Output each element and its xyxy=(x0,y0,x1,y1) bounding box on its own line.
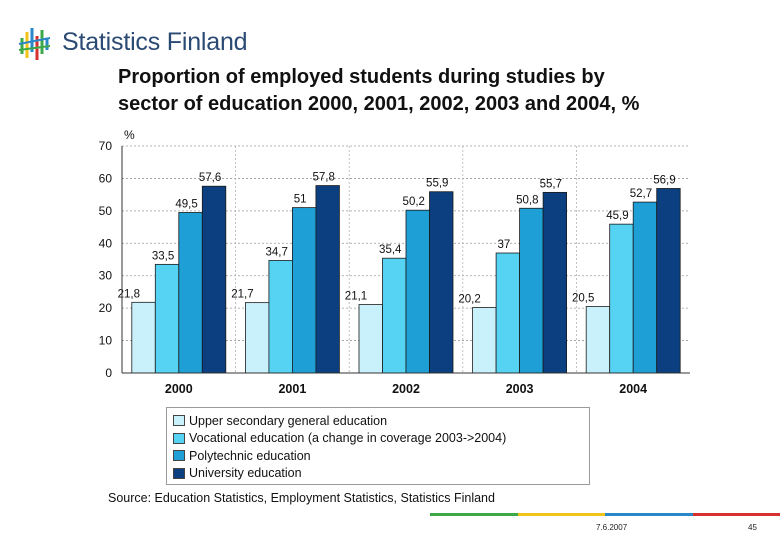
bar-2000-series-1 xyxy=(131,301,156,374)
data-label: 51 xyxy=(294,194,307,206)
legend-label: University education xyxy=(189,466,302,481)
chart-title-line-2: sector of education 2000, 2001, 2002, 20… xyxy=(118,93,640,115)
bar-2001-series-1 xyxy=(244,302,270,374)
chart-title: Proportion of employed students during s… xyxy=(118,64,639,118)
x-axis-ticks: 2000 2001 2002 2003 2004 xyxy=(165,382,647,396)
chart-title-line-1: Proportion of employed students during s… xyxy=(118,66,605,88)
bar-2003-series-2 xyxy=(495,252,521,374)
bar-2001-series-4 xyxy=(315,185,340,374)
data-label: 50,2 xyxy=(403,196,425,208)
legend-swatch xyxy=(173,467,185,479)
bar-2001-series-3 xyxy=(291,207,317,374)
data-label: 52,7 xyxy=(630,188,652,200)
bars xyxy=(131,185,681,374)
y-tick-label: 40 xyxy=(99,236,113,250)
bar-2004-series-1 xyxy=(585,306,611,374)
data-label: 49,5 xyxy=(175,198,197,210)
data-label: 35,4 xyxy=(379,244,402,256)
bar-2000-series-2 xyxy=(154,263,180,374)
bar-2002-series-1 xyxy=(358,304,383,374)
footer-bar-segment xyxy=(430,513,518,516)
footer-color-bar xyxy=(430,513,780,516)
y-tick-label: 60 xyxy=(99,171,113,185)
data-label: 57,6 xyxy=(199,172,221,184)
data-labels: 21,8 33,5 49,5 57,6 21,7 34,7 51 57,8 21,1 35,4 50… xyxy=(118,172,676,306)
bar-2002-series-4 xyxy=(429,191,454,374)
page-number: 45 xyxy=(748,523,757,532)
legend-swatch xyxy=(173,450,185,462)
axes xyxy=(121,146,690,374)
y-tick-label: 50 xyxy=(99,204,113,218)
y-tick-label: 30 xyxy=(99,269,113,283)
legend: Upper secondary general education Vocatio… xyxy=(166,407,590,485)
x-tick-label: 2003 xyxy=(506,382,534,396)
data-label: 45,9 xyxy=(606,210,628,222)
data-label: 21,1 xyxy=(345,291,367,303)
x-tick-label: 2002 xyxy=(392,382,420,396)
y-tick-label: 0 xyxy=(105,366,112,380)
data-label: 34,7 xyxy=(265,246,287,258)
legend-item: Upper secondary general education xyxy=(173,412,583,430)
source-note: Source: Education Statistics, Employment… xyxy=(108,491,495,505)
bar-2003-series-4 xyxy=(542,191,567,374)
x-tick-label: 2004 xyxy=(619,382,647,396)
data-label: 21,8 xyxy=(118,288,140,300)
legend-label: Polytechnic education xyxy=(189,448,311,463)
footer-bar-segment xyxy=(605,513,693,516)
data-label: 55,7 xyxy=(540,178,562,190)
x-tick-label: 2000 xyxy=(165,382,193,396)
data-label: 33,5 xyxy=(152,250,174,262)
legend-item: Vocational education (a change in covera… xyxy=(173,430,583,448)
bar-2002-series-3 xyxy=(405,209,430,374)
bar-2004-series-4 xyxy=(656,188,681,374)
data-label: 50,8 xyxy=(516,194,538,206)
legend-swatch xyxy=(173,432,185,444)
y-tick-label: 70 xyxy=(99,139,113,153)
x-tick-label: 2001 xyxy=(278,382,306,396)
data-label: 56,9 xyxy=(653,174,675,186)
data-label: 55,9 xyxy=(426,178,448,190)
brand-name: Statistics Finland xyxy=(62,28,248,56)
bar-2003-series-1 xyxy=(472,307,497,374)
bar-2001-series-2 xyxy=(268,260,293,374)
bar-2003-series-3 xyxy=(519,207,544,374)
legend-swatch xyxy=(173,415,185,427)
bar-2004-series-2 xyxy=(609,223,634,374)
data-label: 20,5 xyxy=(572,293,594,305)
data-label: 57,8 xyxy=(312,172,334,184)
y-tick-label: 20 xyxy=(99,301,113,315)
legend-label: Upper secondary general education xyxy=(189,413,388,428)
data-label: 37 xyxy=(497,239,510,251)
legend-item: University education xyxy=(173,465,583,483)
footer-bar-segment xyxy=(692,513,780,516)
legend-item: Polytechnic education xyxy=(173,447,583,465)
footer-bar-segment xyxy=(517,513,605,516)
bar-2000-series-4 xyxy=(201,185,227,374)
footer-date: 7.6.2007 xyxy=(596,523,628,532)
y-tick-label: 10 xyxy=(99,334,113,348)
data-label: 20,2 xyxy=(458,293,480,305)
y-axis-ticks: 0 10 20 30 40 50 60 70 xyxy=(99,139,113,380)
bar-2002-series-2 xyxy=(382,257,407,374)
bar-2000-series-3 xyxy=(178,212,203,374)
data-label: 21,7 xyxy=(231,289,253,301)
legend-label: Vocational education (a change in covera… xyxy=(189,431,507,446)
logo-mark-icon xyxy=(18,28,51,60)
statistics-finland-logo xyxy=(18,28,51,60)
y-axis-label: % xyxy=(124,128,135,142)
bar-2004-series-3 xyxy=(632,201,658,374)
